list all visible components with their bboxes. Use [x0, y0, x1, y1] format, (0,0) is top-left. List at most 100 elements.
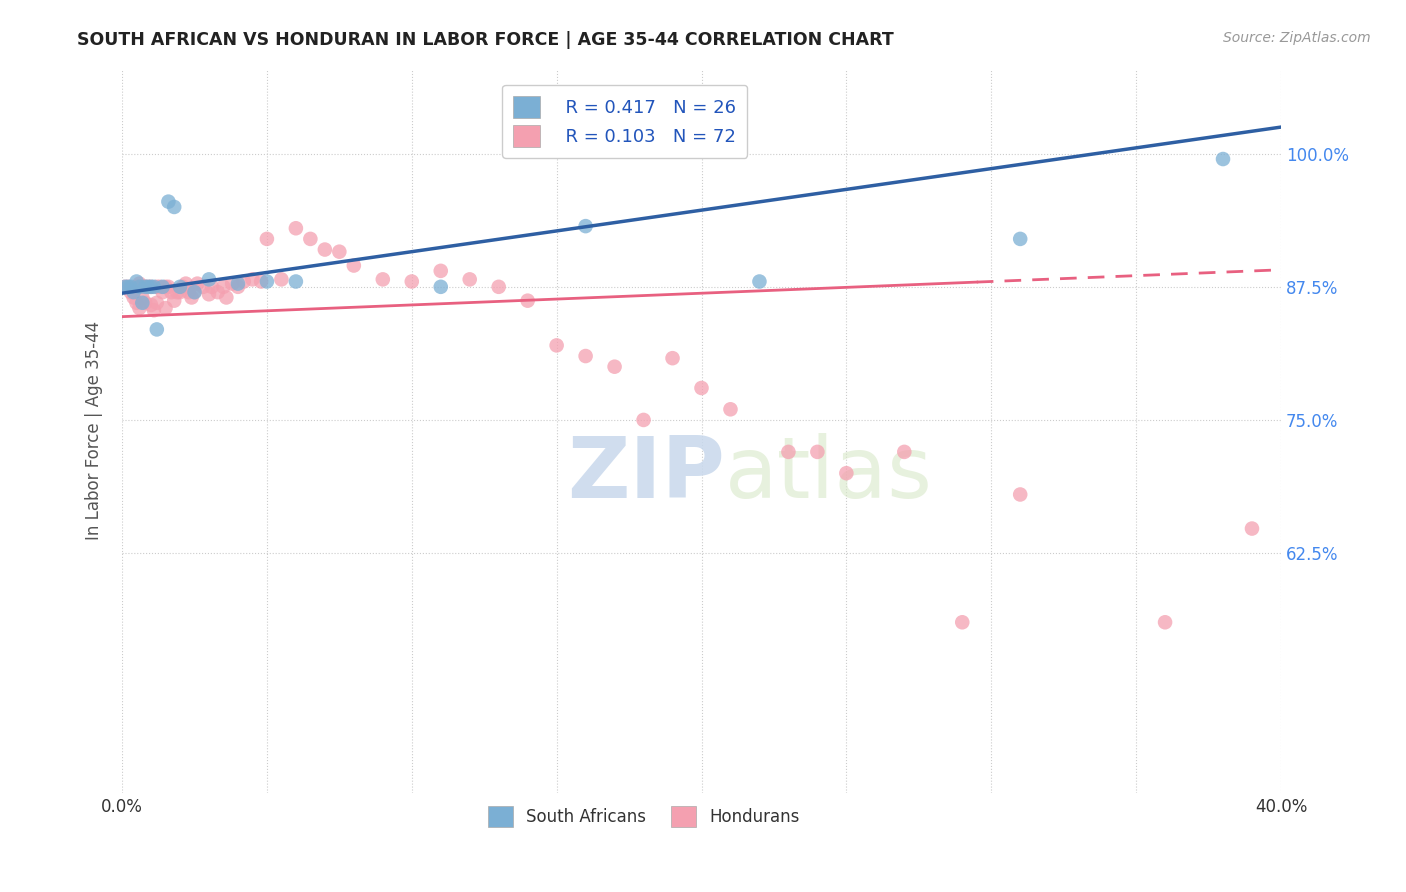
Point [1010, 232, 1032, 246]
Point [1212, 152, 1234, 166]
Point [371, 272, 394, 286]
Point [270, 272, 292, 286]
Point [128, 277, 150, 291]
Point [215, 290, 238, 304]
Point [169, 280, 191, 294]
Point [157, 194, 180, 209]
Point [183, 285, 205, 300]
Point [690, 381, 713, 395]
Point [172, 280, 194, 294]
Point [546, 338, 568, 352]
Point [160, 285, 183, 300]
Point [131, 290, 153, 304]
Point [226, 280, 249, 294]
Point [242, 272, 264, 286]
Point [328, 244, 350, 259]
Text: SOUTH AFRICAN VS HONDURAN IN LABOR FORCE | AGE 35-44 CORRELATION CHART: SOUTH AFRICAN VS HONDURAN IN LABOR FORCE… [77, 31, 894, 49]
Point [893, 445, 915, 459]
Point [198, 272, 221, 286]
Point [232, 275, 254, 289]
Point [720, 402, 742, 417]
Point [401, 275, 423, 289]
Point [142, 303, 165, 318]
Point [146, 280, 169, 294]
Point [950, 615, 973, 630]
Point [207, 285, 229, 300]
Point [183, 285, 205, 300]
Point [661, 351, 683, 366]
Point [139, 280, 162, 294]
Point [603, 359, 626, 374]
Point [633, 413, 655, 427]
Point [284, 275, 307, 289]
Point [1010, 487, 1032, 501]
Point [226, 277, 249, 291]
Text: ZIP: ZIP [567, 433, 724, 516]
Point [212, 280, 235, 294]
Y-axis label: In Labor Force | Age 35-44: In Labor Force | Age 35-44 [86, 321, 103, 541]
Point [201, 280, 224, 294]
Point [1240, 522, 1263, 536]
Text: Source: ZipAtlas.com: Source: ZipAtlas.com [1223, 31, 1371, 45]
Point [429, 280, 451, 294]
Legend: South Africans, Hondurans: South Africans, Hondurans [479, 798, 808, 835]
Point [429, 264, 451, 278]
Point [120, 285, 142, 300]
Point [117, 280, 139, 294]
Point [117, 280, 139, 294]
Point [131, 280, 153, 294]
Point [250, 275, 273, 289]
Point [575, 349, 598, 363]
Point [186, 277, 208, 291]
Point [125, 275, 148, 289]
Point [136, 280, 159, 294]
Point [152, 280, 174, 294]
Point [149, 280, 172, 294]
Point [778, 445, 800, 459]
Point [128, 301, 150, 315]
Point [146, 295, 169, 310]
Point [155, 301, 177, 315]
Point [122, 285, 145, 300]
Point [122, 290, 145, 304]
Point [139, 280, 162, 294]
Point [134, 295, 156, 310]
Text: atlas: atlas [724, 433, 932, 516]
Point [134, 280, 156, 294]
Point [163, 200, 186, 214]
Point [193, 280, 215, 294]
Point [458, 272, 481, 286]
Point [114, 280, 136, 294]
Point [146, 322, 169, 336]
Point [152, 285, 174, 300]
Point [575, 219, 598, 234]
Point [136, 280, 159, 294]
Point [169, 285, 191, 300]
Point [198, 287, 221, 301]
Point [139, 298, 162, 312]
Point [516, 293, 538, 308]
Point [343, 259, 366, 273]
Point [174, 277, 197, 291]
Point [284, 221, 307, 235]
Point [488, 280, 510, 294]
Point [131, 295, 153, 310]
Point [1154, 615, 1177, 630]
Point [163, 293, 186, 308]
Point [806, 445, 828, 459]
Point [114, 280, 136, 294]
Point [142, 280, 165, 294]
Point [166, 285, 188, 300]
Point [314, 243, 336, 257]
Point [256, 275, 278, 289]
Point [748, 275, 770, 289]
Point [134, 280, 156, 294]
Point [177, 285, 200, 300]
Point [128, 280, 150, 294]
Point [221, 277, 243, 291]
Point [125, 280, 148, 294]
Point [256, 232, 278, 246]
Point [835, 466, 858, 480]
Point [299, 232, 322, 246]
Point [125, 295, 148, 310]
